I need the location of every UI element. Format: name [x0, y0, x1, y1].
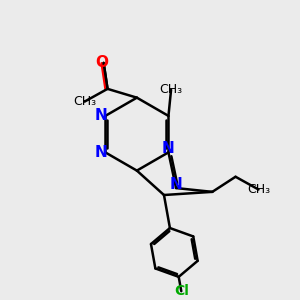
Text: Cl: Cl	[174, 284, 189, 298]
Text: N: N	[161, 141, 174, 156]
Text: N: N	[95, 108, 108, 123]
Text: CH₃: CH₃	[247, 183, 270, 196]
Text: CH₃: CH₃	[160, 83, 183, 96]
Text: N: N	[170, 177, 182, 192]
Text: N: N	[95, 145, 108, 160]
Text: CH₃: CH₃	[73, 95, 96, 108]
Text: O: O	[95, 56, 108, 70]
